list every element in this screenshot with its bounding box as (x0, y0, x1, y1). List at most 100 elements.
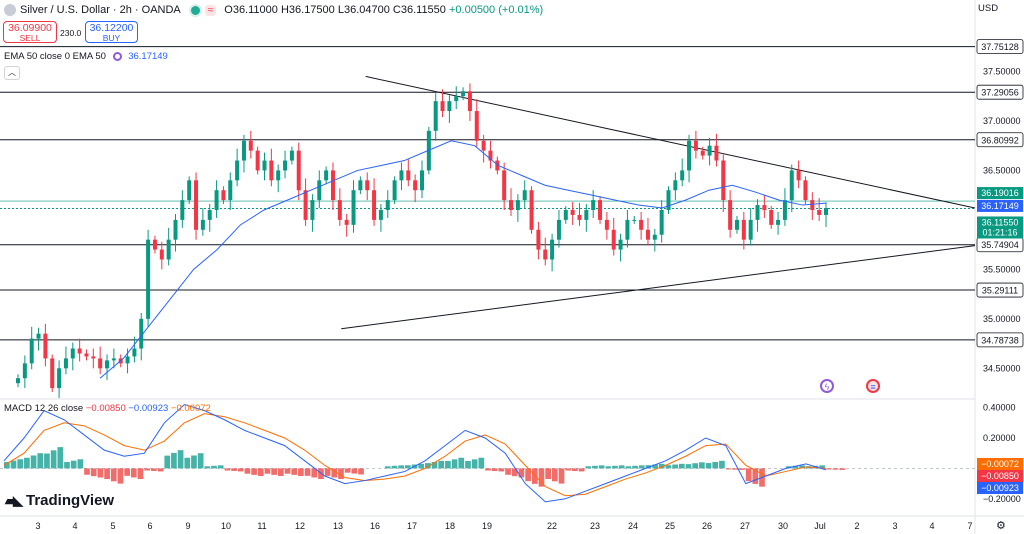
macd-histogram-bar (725, 468, 732, 470)
level-label-box (976, 84, 1024, 100)
macd-histogram-bar (458, 457, 465, 469)
time-tick-label: 17 (407, 521, 417, 531)
ema-50-line (99, 140, 827, 379)
macd-histogram-bar (90, 468, 97, 477)
ema-settings-icon[interactable] (112, 51, 122, 61)
macd-histogram-bar (70, 460, 77, 469)
tradingview-logo[interactable]: ▰◣ TradingView (5, 492, 114, 509)
macd-value-box (977, 458, 1023, 470)
candle-body (392, 180, 397, 201)
macd-histogram-bar (665, 465, 672, 469)
ohlc-readout: O36.11000 H36.17500 L36.04700 C36.11550 … (224, 4, 543, 16)
macd-histogram-bar (97, 468, 104, 478)
candle-body (550, 239, 555, 260)
macd-value-label: −0.00923 (981, 483, 1019, 493)
macd-histogram-bar (44, 453, 50, 469)
macd-histogram-bar (338, 468, 344, 480)
price-tick-label: 35.50000 (983, 264, 1021, 274)
sell-button[interactable]: 36.09900 SELL (3, 21, 57, 43)
candle-body (447, 101, 452, 112)
candle-body (187, 180, 192, 201)
candle-body (159, 249, 164, 260)
currency-label[interactable]: USD (978, 3, 999, 14)
candle-body (481, 140, 486, 151)
macd-histogram-bar (171, 452, 177, 469)
candle-body (310, 200, 315, 220)
candle-body (769, 210, 774, 225)
candle-body (728, 200, 733, 230)
macd-histogram-bar (157, 468, 164, 472)
candle-body (200, 219, 205, 230)
time-tick-label: 25 (665, 521, 675, 531)
macd-histogram-bar (331, 468, 338, 478)
candle-body (796, 170, 801, 181)
time-tick-label: 5 (110, 521, 115, 531)
candle-body (700, 150, 705, 156)
candle-body (173, 219, 178, 240)
ohlc-change: +0.00500 (+0.01%) (448, 4, 544, 16)
candle-body (776, 219, 781, 225)
macd-histogram-bar (244, 468, 251, 474)
macd-histogram-bar (164, 455, 171, 469)
indicator-flag-icon[interactable]: ≈ (204, 4, 217, 16)
time-tick-label: 13 (333, 521, 343, 531)
ema-legend[interactable]: EMA 50 close 0 EMA 50 36.17149 (4, 51, 168, 62)
macd-histogram-bar (625, 466, 632, 469)
macd-histogram-bar (64, 462, 70, 469)
macd-histogram-bar (191, 455, 197, 469)
candle-body (618, 239, 623, 250)
candle-body (789, 170, 794, 201)
level-label-box (976, 282, 1024, 298)
candle-body (152, 239, 157, 250)
level-label: 36.80992 (981, 135, 1019, 145)
candle-body (269, 160, 274, 181)
gear-icon[interactable]: ⚙ (996, 520, 1006, 532)
macd-histogram-bar (652, 464, 658, 469)
candle-body (77, 348, 82, 354)
macd-histogram-bar (271, 468, 277, 475)
macd-line (3, 403, 827, 503)
macd-histogram-bar (344, 468, 351, 473)
macd-legend[interactable]: MACD 12 26 close −0.00850 −0.00923 −0.00… (4, 403, 211, 414)
macd-histogram-bar (404, 465, 411, 469)
candle-body (563, 210, 568, 220)
macd-histogram-bar (485, 468, 491, 471)
candle-body (810, 200, 815, 210)
macd-histogram-bar (137, 468, 144, 480)
macd-signal-line (3, 413, 827, 497)
ema-value: 36.17149 (128, 51, 168, 62)
macd-histogram-bar (391, 465, 398, 469)
collapse-legend-button[interactable]: ︿ (4, 66, 20, 80)
candle-body (228, 180, 233, 201)
time-tick-label: 27 (740, 521, 750, 531)
candle-body (509, 200, 514, 210)
event-marker-icon[interactable]: ϟ (820, 379, 834, 393)
candle-body (625, 219, 630, 240)
macd-line-value: −0.00923 (128, 403, 169, 414)
macd-histogram-bar (384, 466, 391, 469)
candle-body (529, 190, 534, 230)
symbol-icon (4, 4, 16, 16)
macd-histogram-bar (478, 457, 485, 469)
macd-histogram-value: −0.00850 (85, 403, 126, 414)
price-tick-label: 36.50000 (983, 165, 1021, 175)
time-tick-label: 9 (185, 521, 190, 531)
us-flag-icon[interactable]: ≡ (866, 379, 880, 393)
candle-body (515, 200, 520, 210)
buy-button[interactable]: 36.12200 BUY (85, 21, 138, 43)
candle-body (645, 229, 650, 240)
price-label: 36.11550 (982, 217, 1019, 227)
macd-histogram-bar (438, 460, 445, 469)
candle-body (139, 318, 144, 349)
time-tick-label: 12 (295, 521, 305, 531)
macd-histogram-bar (251, 468, 257, 475)
symbol-title[interactable]: Silver / U.S. Dollar · 2h · OANDA (20, 4, 181, 16)
time-tick-label: 6 (147, 521, 152, 531)
macd-histogram-bar (84, 468, 90, 475)
candle-body (632, 219, 637, 221)
candle-body (70, 348, 75, 359)
candle-body (324, 170, 329, 181)
macd-histogram-bar (511, 468, 518, 477)
macd-histogram-bar (17, 459, 24, 469)
